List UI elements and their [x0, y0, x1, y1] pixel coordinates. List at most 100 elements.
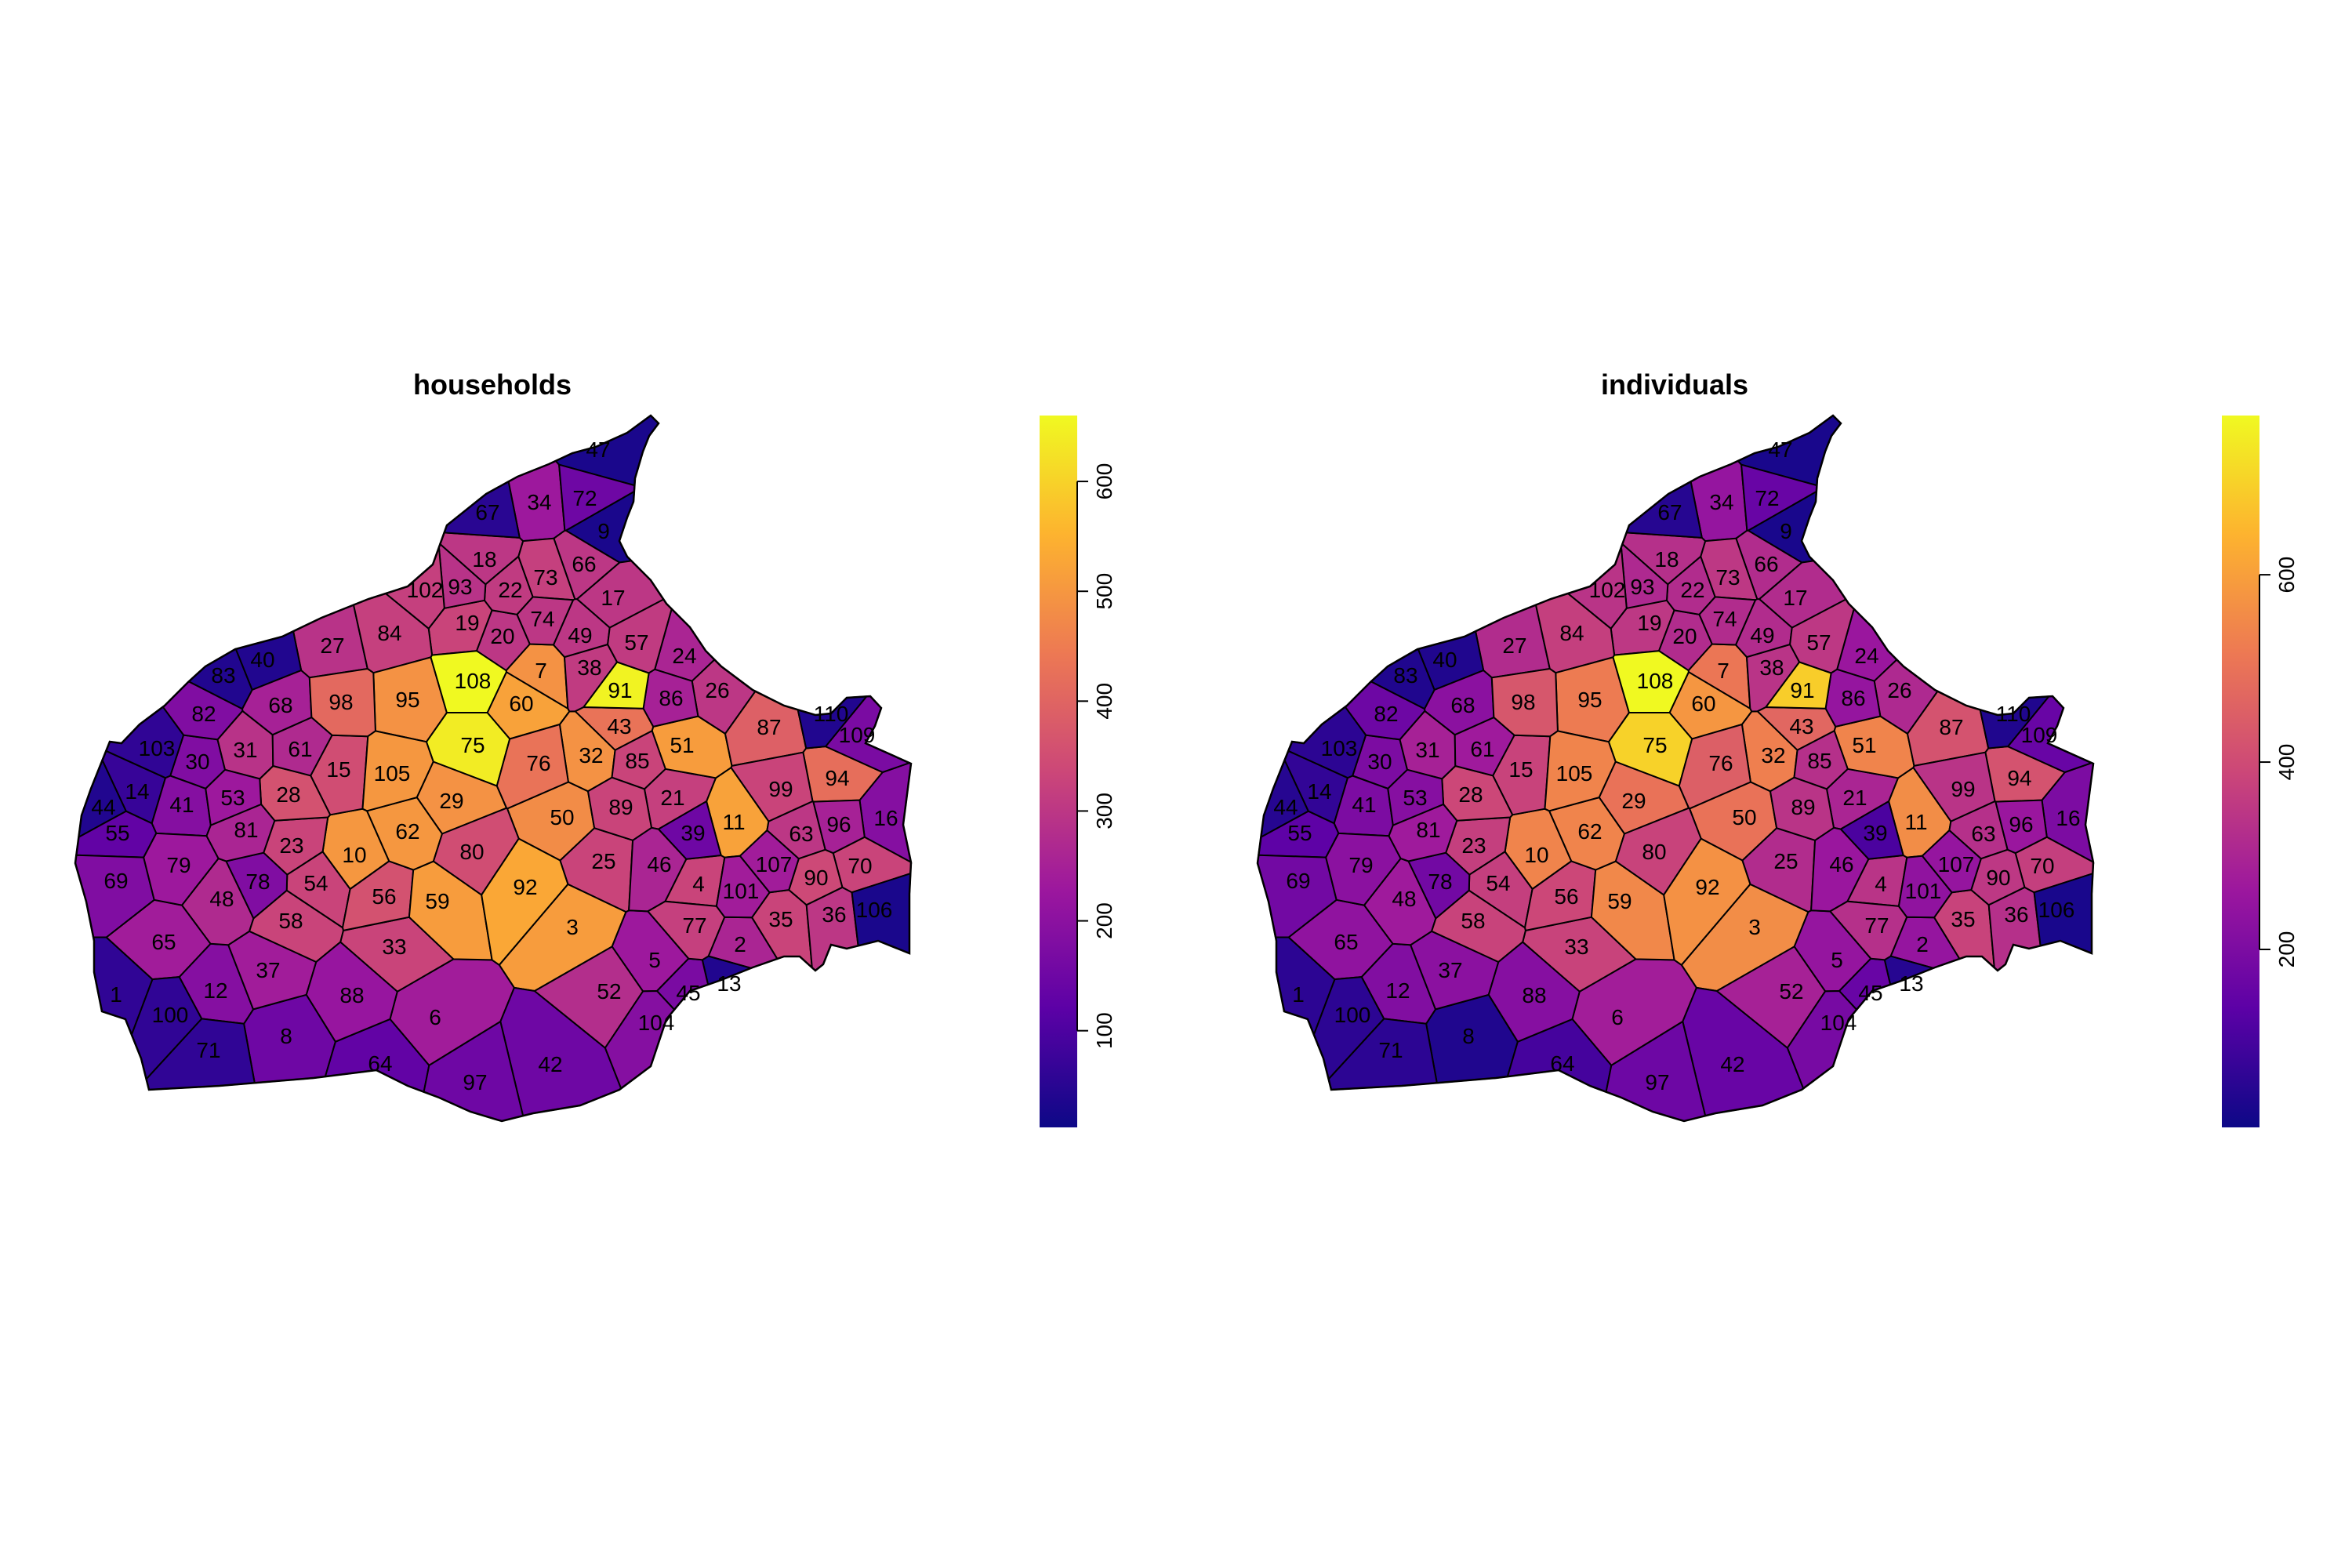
zone-label: 14	[1307, 779, 1331, 804]
zone-label: 72	[572, 486, 597, 510]
zone-label: 88	[1522, 983, 1546, 1007]
zone-label: 50	[550, 805, 574, 829]
zone-label: 61	[288, 737, 312, 761]
zone-label: 59	[1607, 889, 1632, 913]
zone-label: 81	[1416, 818, 1440, 842]
zone-label: 85	[1807, 749, 1831, 773]
zone-label: 48	[1392, 887, 1416, 911]
zone-53	[1387, 768, 1445, 827]
zone-label: 93	[448, 575, 472, 599]
zone-label: 99	[768, 777, 793, 801]
zone-label: 35	[1951, 907, 1975, 931]
zone-label: 7	[535, 659, 547, 683]
zone-label: 91	[608, 678, 632, 702]
zone-label: 78	[1428, 869, 1452, 894]
zone-label: 70	[848, 854, 872, 878]
zone-label: 62	[1577, 819, 1602, 844]
zone-label: 67	[1657, 500, 1682, 524]
zone-label: 74	[1712, 607, 1737, 631]
zone-label: 8	[280, 1024, 292, 1048]
zone-label: 98	[1511, 690, 1535, 714]
zone-label: 14	[125, 779, 149, 804]
zone-label: 104	[1820, 1011, 1857, 1035]
zone-label: 21	[660, 786, 684, 810]
zone-53	[205, 768, 263, 827]
zone-107	[1921, 829, 1982, 894]
zone-108	[1612, 650, 1690, 713]
zone-label: 43	[1789, 714, 1813, 739]
zone-label: 31	[1415, 738, 1439, 762]
zone-99	[1912, 751, 1996, 822]
zone-label: 3	[566, 915, 579, 939]
zone-label: 82	[191, 702, 216, 726]
zone-label: 18	[1654, 547, 1679, 572]
zone-label: 26	[1887, 678, 1911, 702]
zone-74	[516, 596, 575, 646]
zone-label: 105	[374, 761, 411, 786]
zone-label: 98	[328, 690, 353, 714]
zone-label: 17	[1783, 586, 1807, 610]
zone-label: 83	[211, 663, 235, 688]
zone-89	[586, 776, 653, 841]
zone-label: 39	[1863, 821, 1887, 845]
zone-label: 97	[463, 1070, 487, 1094]
zone-label: 94	[825, 766, 849, 790]
zone-label: 53	[1403, 786, 1427, 810]
zone-label: 84	[1559, 621, 1584, 645]
zone-label: 94	[2007, 766, 2031, 790]
zone-label: 101	[723, 879, 760, 903]
zone-label: 22	[498, 578, 522, 602]
zone-label: 22	[1680, 578, 1704, 602]
zone-label: 107	[1938, 852, 1975, 877]
zone-label: 77	[682, 913, 706, 938]
zone-77	[646, 900, 726, 961]
zone-label: 56	[1554, 884, 1578, 909]
zone-label: 1	[110, 982, 122, 1007]
zone-label: 100	[152, 1003, 189, 1027]
zone-label: 51	[1852, 733, 1876, 757]
zone-label: 16	[873, 806, 898, 830]
zone-label: 9	[597, 519, 610, 543]
zone-label: 87	[757, 715, 781, 739]
zone-label: 82	[1374, 702, 1398, 726]
zone-label: 99	[1951, 777, 1975, 801]
zone-96	[812, 799, 866, 855]
zone-label: 80	[459, 840, 484, 864]
zone-label: 49	[568, 623, 592, 648]
colorbar-tick-label: 200	[2274, 931, 2299, 968]
zone-label: 101	[1905, 879, 1942, 903]
zone-label: 7	[1717, 659, 1730, 683]
zone-label: 28	[1458, 782, 1483, 807]
zone-label: 69	[1286, 869, 1310, 893]
zone-label: 13	[1899, 971, 1923, 996]
zone-label: 85	[625, 749, 649, 773]
zone-label: 32	[579, 743, 603, 768]
zone-label: 88	[339, 983, 364, 1007]
panel-title: individuals	[1601, 368, 1748, 401]
zone-label: 95	[395, 688, 419, 712]
zone-label: 66	[572, 552, 596, 576]
zone-label: 44	[91, 795, 115, 819]
zone-label: 40	[1432, 648, 1457, 672]
colorbar-tick-label: 200	[1092, 902, 1116, 939]
zone-label: 10	[342, 843, 366, 867]
zone-label: 79	[166, 853, 191, 877]
zone-85	[611, 729, 666, 790]
zone-label: 79	[1348, 853, 1373, 877]
zone-label: 95	[1577, 688, 1602, 712]
zone-96	[1994, 799, 2048, 855]
zone-label: 68	[268, 693, 292, 717]
zone-label: 46	[1829, 852, 1853, 877]
zone-74	[1698, 596, 1757, 646]
zone-label: 54	[303, 871, 328, 895]
zone-label: 17	[601, 586, 625, 610]
zone-label: 78	[245, 869, 270, 894]
region-outline	[1256, 414, 2095, 1123]
zone-88	[305, 941, 398, 1043]
zone-label: 54	[1486, 871, 1510, 895]
zone-label: 73	[533, 565, 557, 590]
